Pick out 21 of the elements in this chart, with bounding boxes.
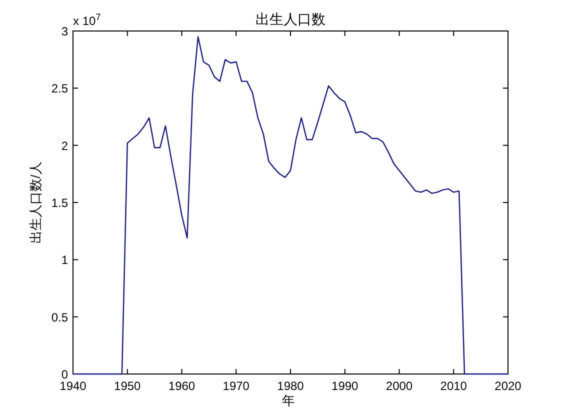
- chart-title: 出生人口数: [256, 11, 326, 27]
- y-axis-title: 出生人口数/人: [28, 162, 43, 244]
- x-tick-label: 1980: [277, 379, 304, 393]
- line-series: [72, 36, 509, 375]
- x-tick-label: 1990: [332, 379, 359, 393]
- y-tick-label: 1: [61, 253, 68, 268]
- x-tick-label: 1950: [114, 379, 142, 393]
- x-tick-label: 2010: [440, 379, 468, 393]
- text: x 10$^{7}$: [73, 12, 101, 28]
- y-tick-label: 0: [61, 368, 68, 382]
- x-tick-label: 2000: [386, 379, 413, 393]
- y-tick-label: 1.5: [51, 196, 68, 210]
- x-tick-label: 1970: [222, 379, 250, 393]
- x-tick-label: 1960: [168, 379, 196, 393]
- y-tick-label: 3: [61, 24, 68, 38]
- x-tick-label: 2020: [494, 379, 522, 393]
- y-tick-label: 0.5: [51, 310, 68, 324]
- y-tick-label: 2: [61, 138, 68, 153]
- x-tick-label: 1940: [60, 379, 87, 393]
- x-axis-title: 年: [282, 393, 295, 408]
- y-tick-label: 2.5: [51, 82, 68, 96]
